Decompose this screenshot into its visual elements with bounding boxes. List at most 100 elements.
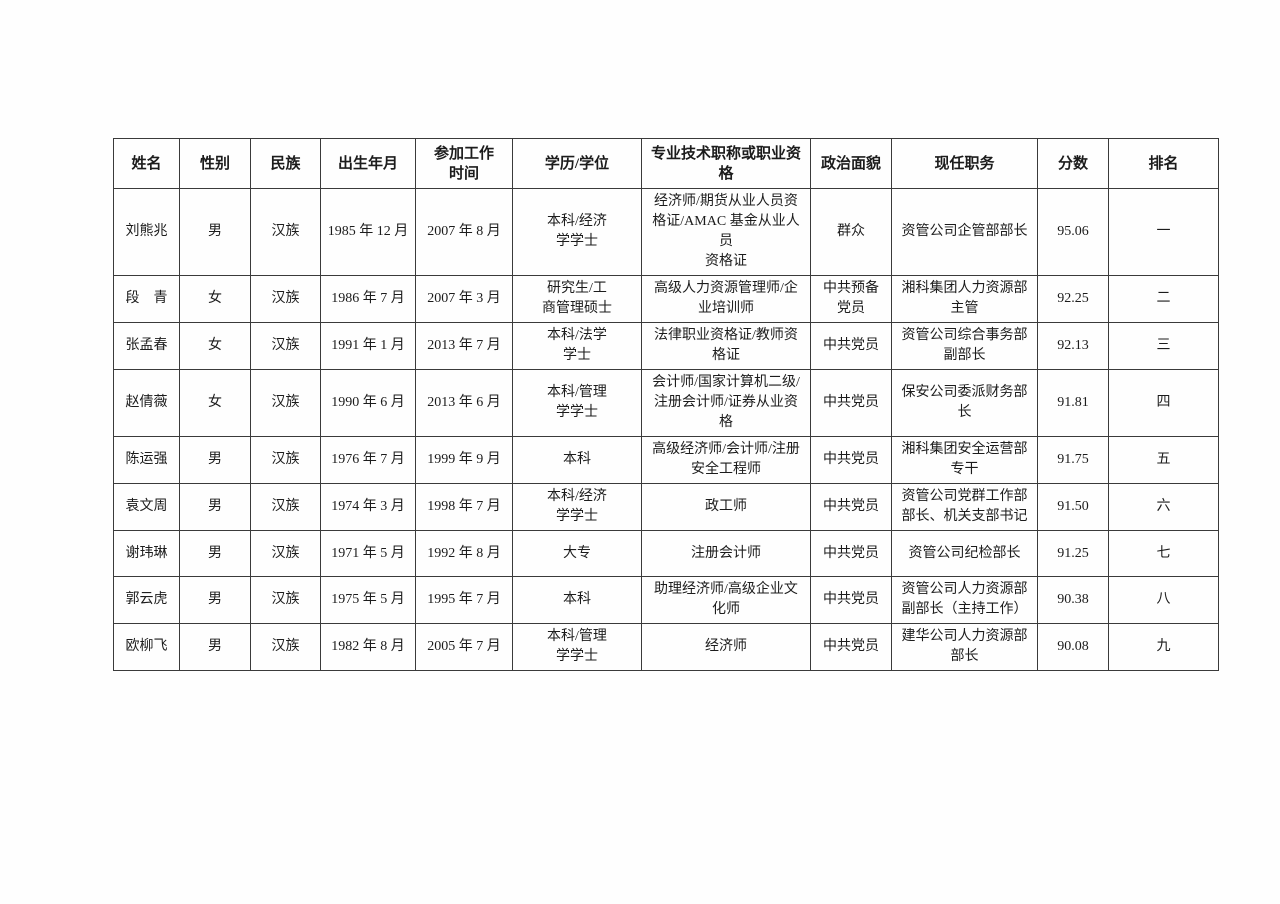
cell-ethnicity: 汉族 xyxy=(250,369,321,437)
cell-qualification: 法律职业资格证/教师资 格证 xyxy=(641,322,811,370)
header-cell-ethnicity: 民族 xyxy=(250,138,321,189)
cell-political_status: 中共党员 xyxy=(810,530,892,577)
cell-name: 袁文周 xyxy=(113,483,180,531)
cell-name: 陈运强 xyxy=(113,436,180,484)
cell-political_status: 中共党员 xyxy=(810,436,892,484)
cell-name: 刘熊兆 xyxy=(113,188,180,276)
cell-birth: 1976 年 7 月 xyxy=(320,436,416,484)
cell-qualification: 会计师/国家计算机二级/ 注册会计师/证券从业资 格 xyxy=(641,369,811,437)
cell-birth: 1986 年 7 月 xyxy=(320,275,416,323)
cell-birth: 1991 年 1 月 xyxy=(320,322,416,370)
cell-gender: 男 xyxy=(179,623,251,671)
cell-rank: 六 xyxy=(1108,483,1219,531)
cell-ethnicity: 汉族 xyxy=(250,576,321,624)
cell-rank: 八 xyxy=(1108,576,1219,624)
cell-political_status: 中共党员 xyxy=(810,369,892,437)
table-row: 赵倩薇女汉族 1990 年 6 月 2013 年 6 月本科/管理 学学士 会计师/国… xyxy=(113,369,1219,437)
table-row: 陈运强男汉族 1976 年 7 月 1999 年 9 月本科 高级经济师/会计师/注册… xyxy=(113,436,1219,484)
header-cell-birth: 出生年月 xyxy=(320,138,416,189)
cell-name: 段 青 xyxy=(113,275,180,323)
cell-position: 资管公司党群工作部 部长、机关支部书记 xyxy=(891,483,1038,531)
header-cell-qualification: 专业技术职称或职业资格 xyxy=(641,138,811,189)
header-cell-name: 姓名 xyxy=(113,138,180,189)
cell-rank: 五 xyxy=(1108,436,1219,484)
table-body: 刘熊兆男汉族 1985 年 12 月 2007 年 8 月本科/经济 学学士 经济师/… xyxy=(113,188,1219,671)
cell-score: 92.13 xyxy=(1037,322,1109,370)
table-header-row: 姓名 性别 民族 出生年月 参加工作 时间 学历/学位 专业技术职称或职业资格 政治面貌 现任职… xyxy=(113,138,1219,189)
cell-score: 91.81 xyxy=(1037,369,1109,437)
cell-gender: 女 xyxy=(179,275,251,323)
cell-position: 资管公司企管部部长 xyxy=(891,188,1038,276)
cell-ethnicity: 汉族 xyxy=(250,623,321,671)
cell-education: 本科/法学 学士 xyxy=(512,322,642,370)
cell-score: 91.50 xyxy=(1037,483,1109,531)
cell-position: 资管公司人力资源部 副部长（主持工作） xyxy=(891,576,1038,624)
cell-work_start: 2005 年 7 月 xyxy=(415,623,513,671)
cell-political_status: 中共预备 党员 xyxy=(810,275,892,323)
cell-score: 90.08 xyxy=(1037,623,1109,671)
cell-education: 本科 xyxy=(512,576,642,624)
cell-work_start: 2007 年 8 月 xyxy=(415,188,513,276)
cell-position: 资管公司纪检部长 xyxy=(891,530,1038,577)
cell-score: 95.06 xyxy=(1037,188,1109,276)
cell-work_start: 1992 年 8 月 xyxy=(415,530,513,577)
cell-position: 建华公司人力资源部 部长 xyxy=(891,623,1038,671)
cell-gender: 男 xyxy=(179,483,251,531)
cell-score: 90.38 xyxy=(1037,576,1109,624)
cell-qualification: 高级人力资源管理师/企 业培训师 xyxy=(641,275,811,323)
header-cell-gender: 性别 xyxy=(179,138,251,189)
cell-position: 保安公司委派财务部 长 xyxy=(891,369,1038,437)
cell-rank: 三 xyxy=(1108,322,1219,370)
cell-name: 欧柳飞 xyxy=(113,623,180,671)
cell-work_start: 2013 年 7 月 xyxy=(415,322,513,370)
cell-education: 本科/管理 学学士 xyxy=(512,369,642,437)
cell-rank: 七 xyxy=(1108,530,1219,577)
table-row: 袁文周男汉族 1974 年 3 月 1998 年 7 月本科/经济 学学士 政工师 中共… xyxy=(113,483,1219,531)
cell-qualification: 注册会计师 xyxy=(641,530,811,577)
cell-ethnicity: 汉族 xyxy=(250,188,321,276)
cell-gender: 男 xyxy=(179,188,251,276)
cell-score: 91.75 xyxy=(1037,436,1109,484)
header-cell-rank: 排名 xyxy=(1108,138,1219,189)
cell-rank: 二 xyxy=(1108,275,1219,323)
cell-rank: 一 xyxy=(1108,188,1219,276)
cell-education: 本科 xyxy=(512,436,642,484)
header-cell-work_start: 参加工作 时间 xyxy=(415,138,513,189)
cell-work_start: 1999 年 9 月 xyxy=(415,436,513,484)
table-row: 谢玮琳男汉族 1971 年 5 月 1992 年 8 月大专 注册会计师 中共党员 资管公… xyxy=(113,530,1219,577)
cell-ethnicity: 汉族 xyxy=(250,322,321,370)
header-cell-position: 现任职务 xyxy=(891,138,1038,189)
cell-gender: 男 xyxy=(179,530,251,577)
cell-ethnicity: 汉族 xyxy=(250,530,321,577)
cell-political_status: 群众 xyxy=(810,188,892,276)
cell-gender: 女 xyxy=(179,369,251,437)
cell-name: 郭云虎 xyxy=(113,576,180,624)
cell-birth: 1971 年 5 月 xyxy=(320,530,416,577)
cell-name: 谢玮琳 xyxy=(113,530,180,577)
cell-qualification: 经济师 xyxy=(641,623,811,671)
cell-birth: 1974 年 3 月 xyxy=(320,483,416,531)
cell-position: 湘科集团安全运营部 专干 xyxy=(891,436,1038,484)
cell-gender: 男 xyxy=(179,576,251,624)
cell-score: 91.25 xyxy=(1037,530,1109,577)
cell-political_status: 中共党员 xyxy=(810,322,892,370)
cell-position: 资管公司综合事务部 副部长 xyxy=(891,322,1038,370)
cell-education: 本科/经济 学学士 xyxy=(512,188,642,276)
cell-score: 92.25 xyxy=(1037,275,1109,323)
cell-education: 研究生/工 商管理硕士 xyxy=(512,275,642,323)
cell-political_status: 中共党员 xyxy=(810,483,892,531)
cell-work_start: 1995 年 7 月 xyxy=(415,576,513,624)
table-row: 张孟春女汉族 1991 年 1 月 2013 年 7 月本科/法学 学士 法律职业资格… xyxy=(113,322,1219,370)
cell-name: 赵倩薇 xyxy=(113,369,180,437)
cell-position: 湘科集团人力资源部 主管 xyxy=(891,275,1038,323)
personnel-table: 姓名 性别 民族 出生年月 参加工作 时间 学历/学位 专业技术职称或职业资格 政治面貌 现任职… xyxy=(113,138,1219,671)
cell-birth: 1975 年 5 月 xyxy=(320,576,416,624)
cell-ethnicity: 汉族 xyxy=(250,483,321,531)
cell-education: 大专 xyxy=(512,530,642,577)
table-row: 刘熊兆男汉族 1985 年 12 月 2007 年 8 月本科/经济 学学士 经济师/… xyxy=(113,188,1219,276)
table-row: 段 青女汉族 1986 年 7 月 2007 年 3 月研究生/工 商管理硕士 高级人… xyxy=(113,275,1219,323)
cell-qualification: 助理经济师/高级企业文 化师 xyxy=(641,576,811,624)
cell-rank: 四 xyxy=(1108,369,1219,437)
cell-rank: 九 xyxy=(1108,623,1219,671)
